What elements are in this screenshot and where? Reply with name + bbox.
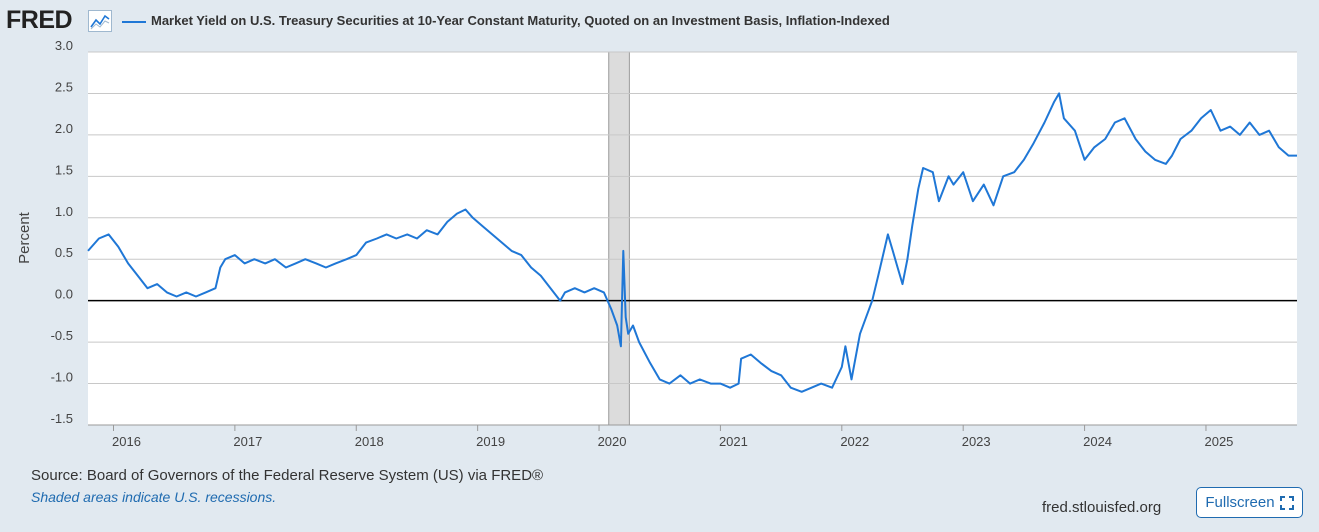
x-tick-label: 2023 — [962, 434, 991, 449]
fred-logo[interactable]: FRED — [6, 6, 73, 34]
y-axis: 3.0 2.5 2.0 1.5 1.0 0.5 0.0 -0.5 -1.0 -1.5 — [51, 38, 73, 426]
series-layer — [87, 92, 1297, 393]
y-tick-label: 0.0 — [55, 287, 73, 302]
legend-swatch — [122, 21, 146, 23]
source-text: Source: Board of Governors of the Federa… — [31, 467, 544, 484]
y-tick-label: 0.5 — [55, 245, 73, 260]
y-tick-label: -1.0 — [51, 370, 73, 385]
x-tick-label: 2025 — [1204, 434, 1233, 449]
expand-icon — [1279, 495, 1294, 510]
x-tick-label: 2017 — [233, 434, 262, 449]
x-tick-label: 2020 — [598, 434, 627, 449]
x-tick-label: 2016 — [112, 434, 141, 449]
y-tick-label: 1.5 — [55, 162, 73, 177]
x-tick-label: 2021 — [719, 434, 748, 449]
fred-url[interactable]: fred.stlouisfed.org — [1042, 499, 1162, 516]
y-tick-label: -0.5 — [51, 328, 73, 343]
y-axis-label: Percent — [16, 211, 33, 264]
x-tick-label: 2019 — [476, 434, 505, 449]
series-line[interactable] — [87, 92, 1297, 393]
x-tick-label: 2024 — [1083, 434, 1112, 449]
x-tick-label: 2022 — [840, 434, 869, 449]
x-tick-label: 2018 — [355, 434, 384, 449]
y-tick-label: 2.0 — [55, 121, 73, 136]
fullscreen-button[interactable]: Fullscreen — [1196, 487, 1303, 518]
y-tick-label: -1.5 — [51, 411, 73, 426]
recession-band — [608, 51, 630, 426]
fullscreen-label: Fullscreen — [1205, 494, 1275, 511]
y-tick-label: 2.5 — [55, 79, 73, 94]
recession-layer — [608, 51, 630, 426]
plot-area — [88, 52, 1297, 425]
y-tick-label: 1.0 — [55, 204, 73, 219]
legend-series-title[interactable]: Market Yield on U.S. Treasury Securities… — [151, 13, 890, 28]
line-chart-icon — [88, 10, 112, 32]
chart-header: FRED Market Yield on U.S. Treasury Secur… — [0, 0, 1319, 44]
recession-note: Shaded areas indicate U.S. recessions. — [31, 489, 277, 505]
y-tick-label: 3.0 — [55, 38, 73, 53]
x-axis: 2016 2017 2018 2019 2020 2021 2022 2023 2024 2025 — [88, 424, 1297, 449]
